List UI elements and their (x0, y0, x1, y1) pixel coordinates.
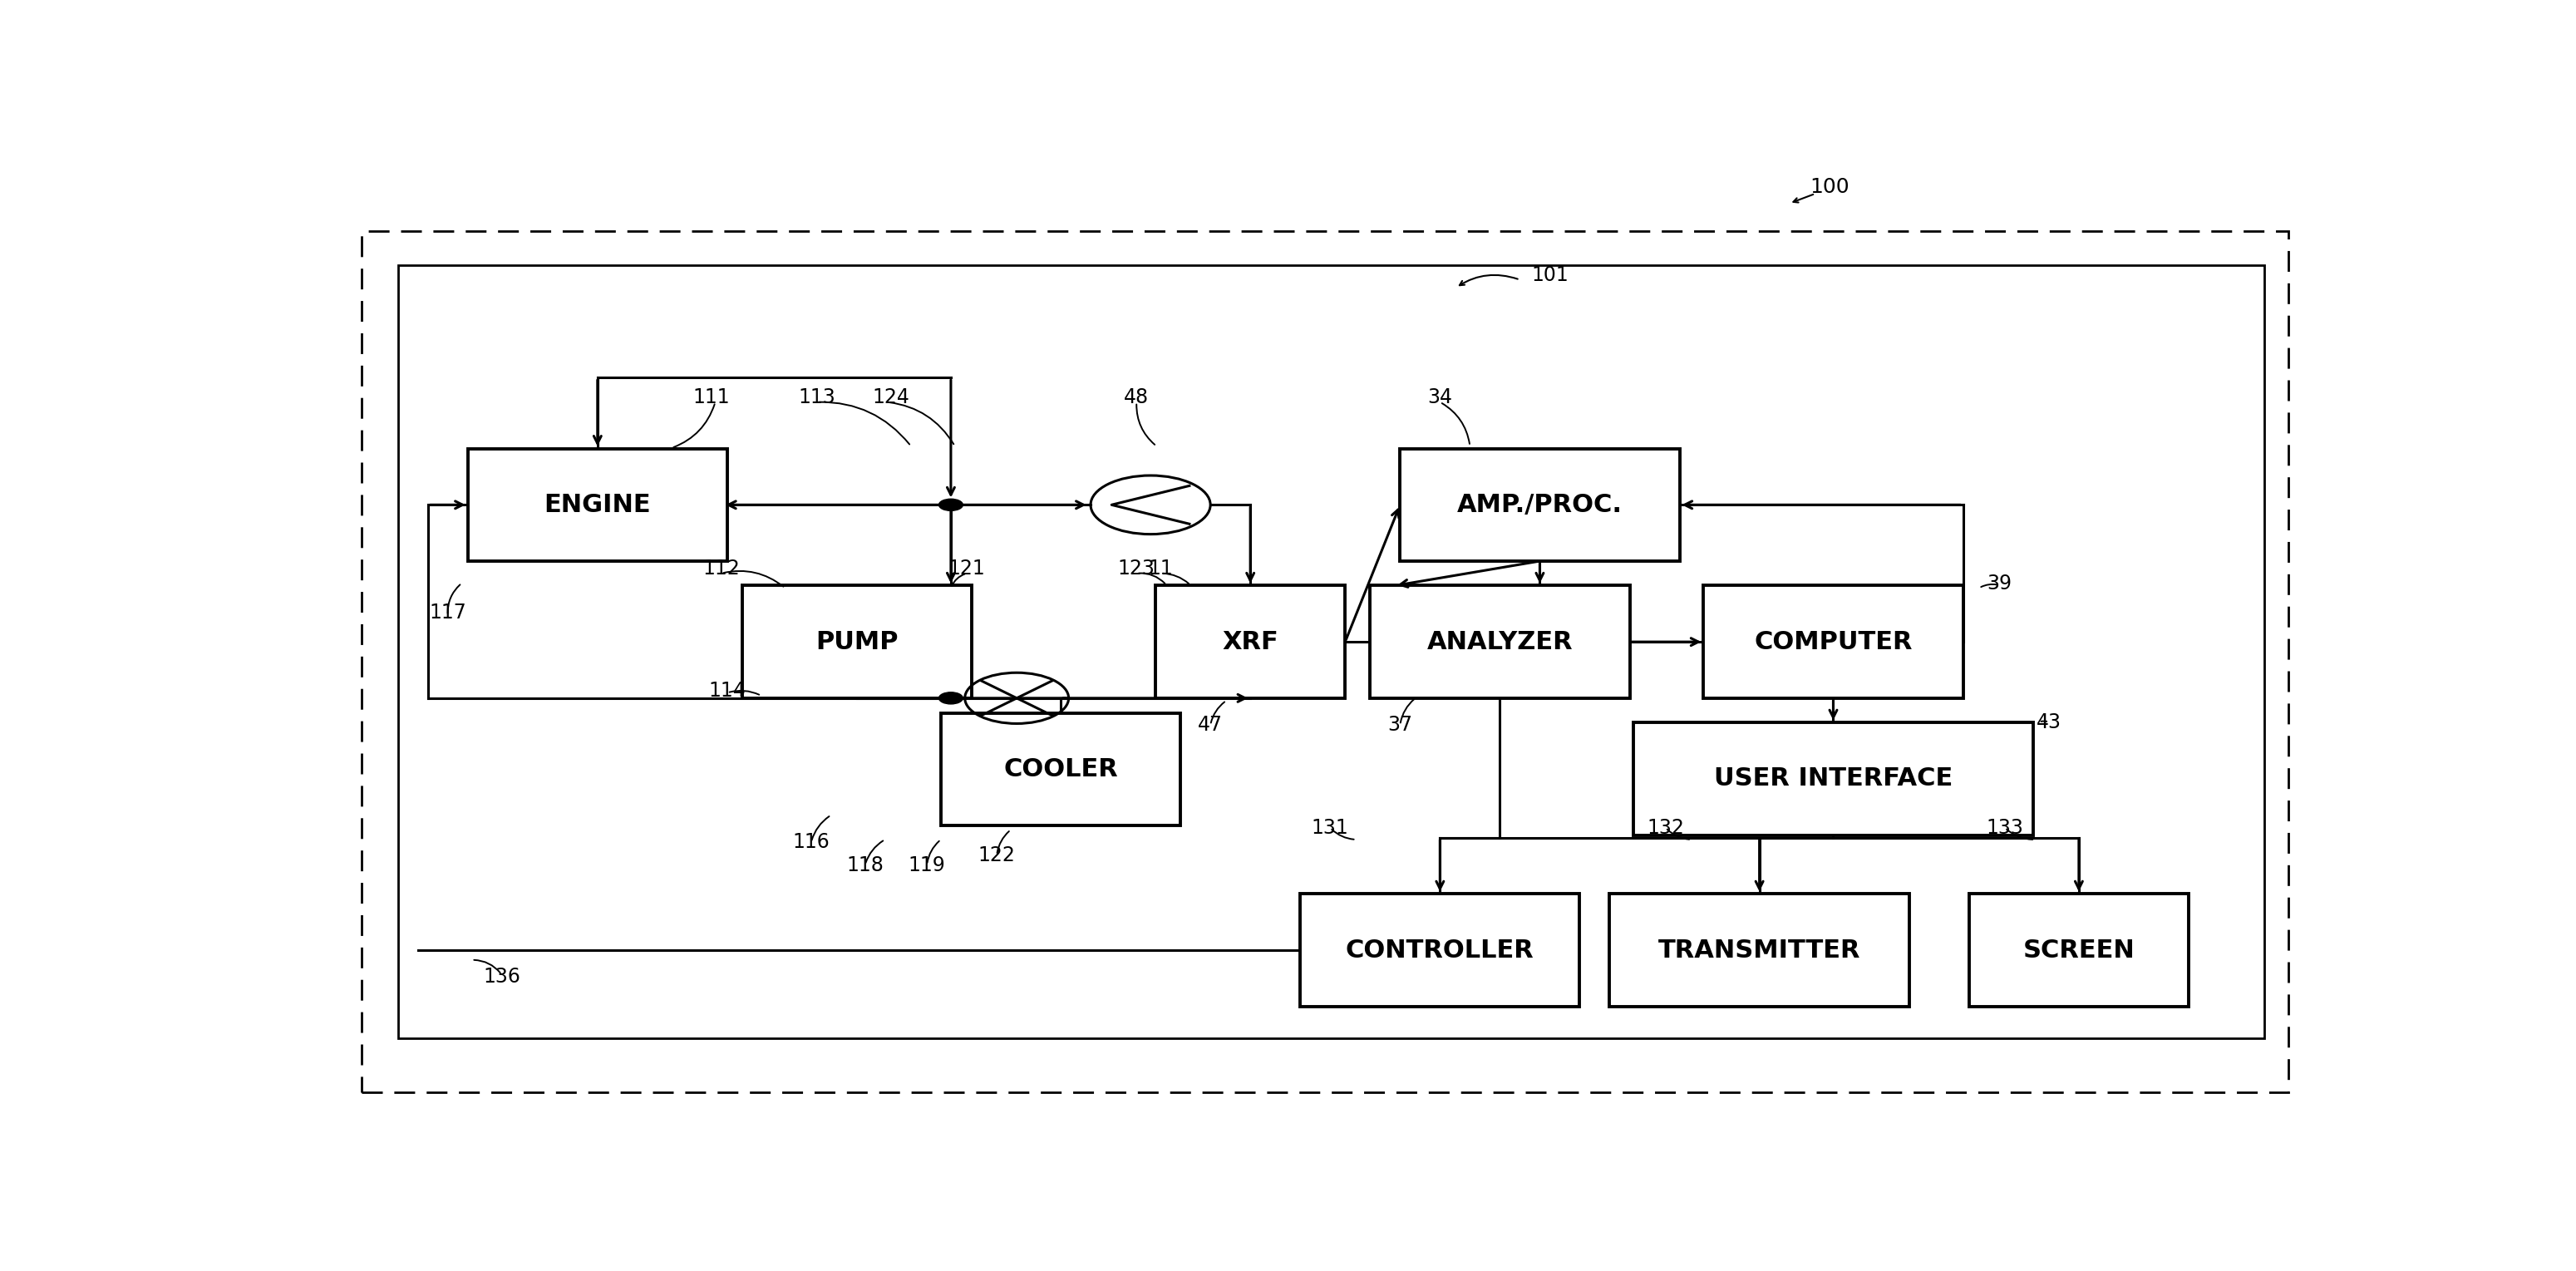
Text: 119: 119 (909, 855, 945, 874)
Circle shape (938, 693, 963, 704)
Bar (1610, 894, 1909, 1007)
Text: XRF: XRF (1221, 630, 1278, 653)
Bar (742, 586, 971, 698)
Bar (1157, 586, 1345, 698)
Bar (361, 231, 2287, 1092)
Text: 131: 131 (1311, 817, 1350, 838)
Text: 123: 123 (1118, 558, 1154, 578)
Text: 112: 112 (703, 558, 739, 578)
Text: USER INTERFACE: USER INTERFACE (1713, 766, 1953, 791)
Text: TRANSMITTER: TRANSMITTER (1659, 938, 1860, 962)
Text: 124: 124 (873, 388, 909, 407)
Bar (940, 713, 1180, 825)
Bar (469, 449, 726, 561)
Text: CONTROLLER: CONTROLLER (1345, 938, 1535, 962)
Text: 11: 11 (1149, 558, 1172, 578)
Bar (1370, 586, 1631, 698)
Text: 116: 116 (793, 833, 829, 853)
Text: 37: 37 (1388, 716, 1412, 735)
Text: 136: 136 (484, 966, 520, 986)
Text: 43: 43 (2038, 712, 2061, 732)
Text: 121: 121 (948, 558, 987, 578)
Text: 114: 114 (708, 681, 747, 700)
Circle shape (938, 500, 963, 511)
Text: 133: 133 (1986, 817, 2025, 838)
Bar (1633, 723, 2032, 835)
Bar (1703, 586, 1963, 698)
Bar (1301, 894, 1579, 1007)
Text: ANALYZER: ANALYZER (1427, 630, 1574, 653)
Text: ENGINE: ENGINE (544, 493, 652, 517)
Text: PUMP: PUMP (817, 630, 899, 653)
Text: 100: 100 (1808, 177, 1850, 197)
Text: 132: 132 (1646, 817, 1685, 838)
Text: 117: 117 (430, 602, 466, 623)
Text: 39: 39 (1986, 573, 2012, 594)
Text: COMPUTER: COMPUTER (1754, 630, 1911, 653)
Text: 122: 122 (979, 845, 1015, 866)
Text: AMP./PROC.: AMP./PROC. (1458, 493, 1623, 517)
Text: 48: 48 (1123, 388, 1149, 407)
Text: 118: 118 (848, 855, 884, 874)
Text: 101: 101 (1530, 264, 1569, 285)
Text: 111: 111 (693, 388, 729, 407)
Text: COOLER: COOLER (1005, 758, 1118, 782)
Text: 113: 113 (799, 388, 835, 407)
Text: 34: 34 (1427, 388, 1453, 407)
Bar (1968, 894, 2190, 1007)
Bar (397, 266, 2264, 1038)
Text: SCREEN: SCREEN (2022, 938, 2136, 962)
Text: 47: 47 (1198, 716, 1224, 735)
Bar (1401, 449, 1680, 561)
